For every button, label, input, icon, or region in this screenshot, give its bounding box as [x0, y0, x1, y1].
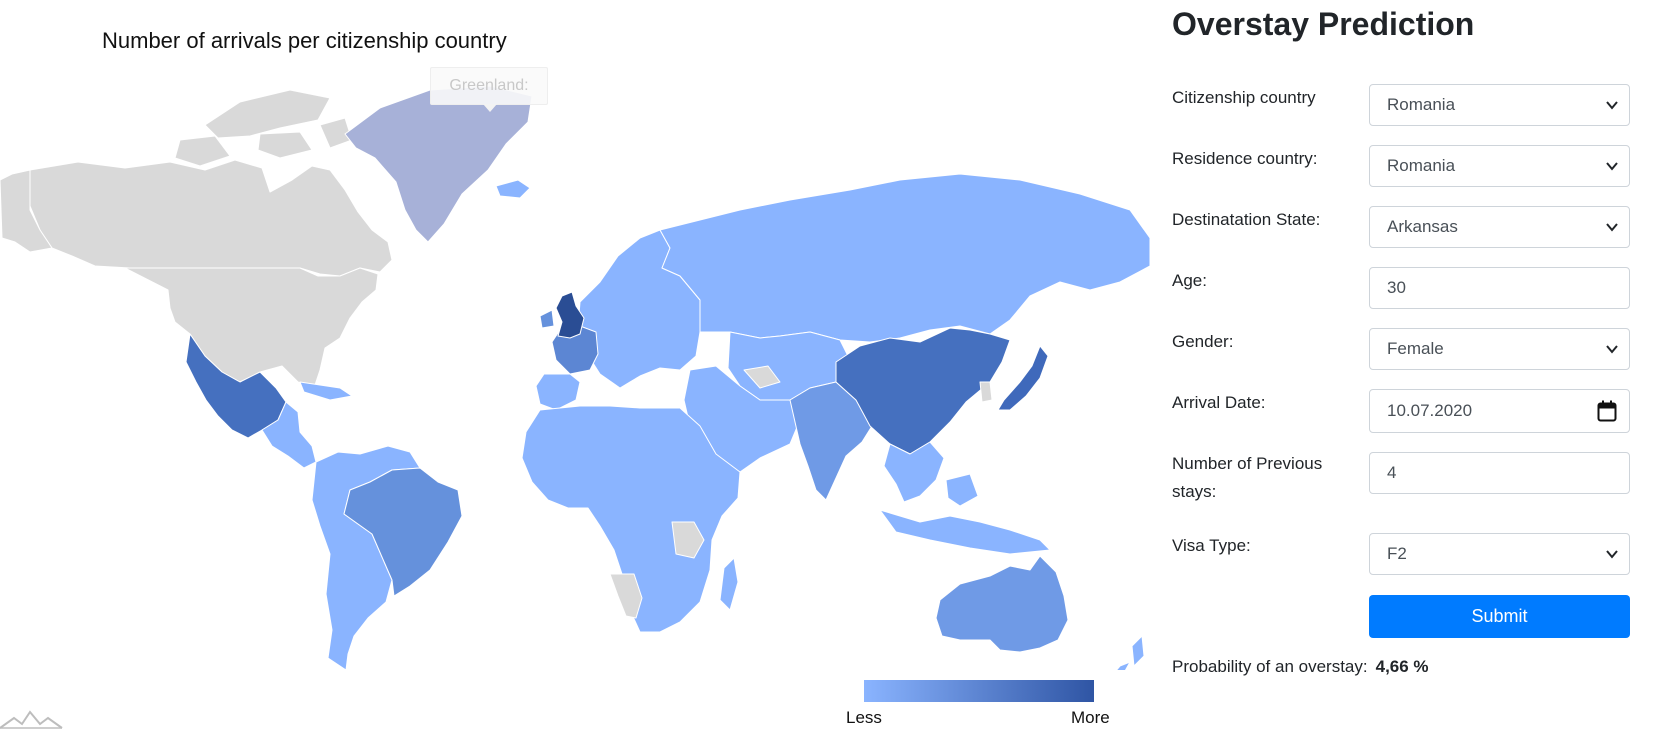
destination-value: Arkansas	[1387, 217, 1458, 236]
visa-label: Visa Type:	[1172, 536, 1251, 555]
country-australia[interactable]	[935, 555, 1069, 653]
country-southeast-asia[interactable]	[879, 441, 1051, 555]
overstay-result: Probability of an overstay: 4,66 %	[1172, 657, 1429, 677]
result-label: Probability of an overstay:	[1172, 657, 1368, 676]
country-russia[interactable]	[659, 173, 1150, 343]
country-greenland[interactable]	[344, 85, 533, 243]
result-value: 4,66 %	[1375, 657, 1429, 676]
country-madagascar[interactable]	[719, 557, 739, 611]
destination-select[interactable]: Arkansas	[1369, 206, 1630, 248]
arrivals-map-panel: Number of arrivals per citizenship count…	[0, 28, 1150, 730]
country-tanzania[interactable]	[671, 521, 705, 559]
map-title: Number of arrivals per citizenship count…	[102, 28, 507, 53]
legend-more-label: More	[1071, 708, 1110, 727]
country-united-kingdom[interactable]	[555, 291, 585, 339]
legend-less-label: Less	[846, 708, 882, 727]
citizenship-select[interactable]: Romania	[1369, 84, 1630, 126]
country-iberia[interactable]	[535, 373, 581, 411]
country-brazil[interactable]	[343, 467, 463, 597]
calendar-icon[interactable]	[1597, 400, 1617, 422]
country-korea[interactable]	[979, 381, 993, 403]
arrival-date-input[interactable]: 10.07.2020	[1369, 389, 1630, 433]
gender-label: Gender:	[1172, 332, 1234, 351]
country-central-america[interactable]	[261, 381, 353, 469]
citizenship-label: Citizenship country	[1172, 88, 1316, 107]
country-caucasus[interactable]	[743, 365, 781, 389]
submit-button[interactable]: Submit	[1369, 595, 1630, 638]
visa-value: F2	[1387, 544, 1407, 563]
chevron-down-icon	[1606, 101, 1618, 110]
age-value: 30	[1387, 278, 1406, 297]
country-france[interactable]	[551, 325, 599, 375]
amcharts-logo-icon[interactable]	[0, 708, 64, 730]
prev-stays-input[interactable]: 4	[1369, 452, 1630, 494]
country-new-zealand[interactable]	[1110, 635, 1145, 670]
map-tooltip: Greenland:	[430, 67, 548, 112]
country-iceland[interactable]	[495, 179, 531, 199]
country-canada[interactable]	[29, 159, 393, 277]
age-input[interactable]: 30	[1369, 267, 1630, 309]
country-united-states[interactable]	[124, 267, 379, 389]
country-namibia[interactable]	[609, 573, 643, 619]
country-alaska[interactable]	[0, 169, 53, 253]
country-arctic-islands[interactable]	[174, 89, 353, 167]
arrival-value: 10.07.2020	[1387, 401, 1473, 420]
country-africa[interactable]	[521, 405, 741, 633]
form-title: Overstay Prediction	[1172, 6, 1475, 42]
chevron-down-icon	[1606, 223, 1618, 232]
residence-label: Residence country:	[1172, 149, 1318, 168]
gender-value: Female	[1387, 339, 1444, 358]
destination-label: Destinatation State:	[1172, 210, 1321, 229]
world-map[interactable]	[0, 70, 1150, 670]
arrival-label: Arrival Date:	[1172, 393, 1266, 412]
residence-value: Romania	[1387, 156, 1456, 175]
country-japan[interactable]	[997, 345, 1049, 411]
legend-gradient	[864, 680, 1094, 702]
prev-stays-label: Number of Previous stays:	[1172, 454, 1323, 501]
age-label: Age:	[1172, 271, 1207, 290]
prediction-form: Overstay Prediction Citizenship country …	[1172, 0, 1642, 753]
chevron-down-icon	[1606, 345, 1618, 354]
country-south-america[interactable]	[311, 445, 421, 670]
citizenship-value: Romania	[1387, 95, 1456, 114]
chevron-down-icon	[1606, 162, 1618, 171]
gender-select[interactable]: Female	[1369, 328, 1630, 370]
visa-select[interactable]: F2	[1369, 533, 1630, 575]
residence-select[interactable]: Romania	[1369, 145, 1630, 187]
prev-stays-value: 4	[1387, 463, 1397, 482]
country-ireland[interactable]	[539, 309, 555, 329]
chevron-down-icon	[1606, 550, 1618, 559]
